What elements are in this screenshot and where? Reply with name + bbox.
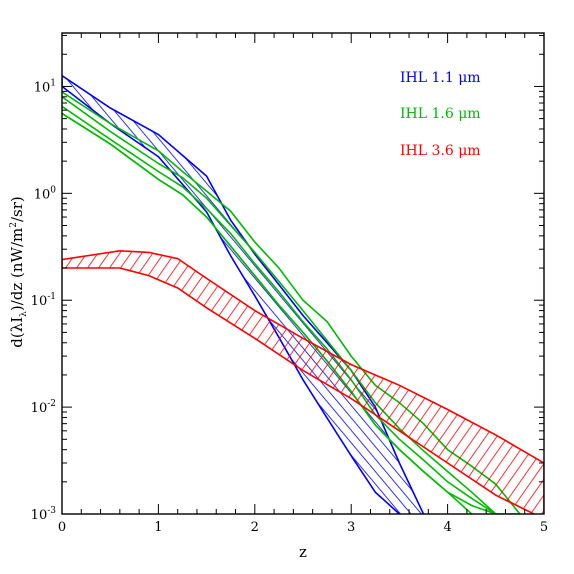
x-tick-label: 1 <box>154 520 162 535</box>
y-axis-title: d(λIλ)/dz (nW/m2/sr) <box>8 196 29 348</box>
legend-label-ihl-3-6: IHL 3.6 μm <box>400 143 481 159</box>
y-tick-label: 10-2 <box>31 399 56 416</box>
legend-label-ihl-1-6: IHL 1.6 μm <box>400 106 481 122</box>
plot-frame <box>61 32 545 515</box>
series-layer <box>62 74 544 514</box>
line-ihl-1-6-m-1 <box>62 96 497 514</box>
x-tick-label: 5 <box>540 520 548 535</box>
x-tick-label: 3 <box>347 520 355 535</box>
y-tick-label: 10-3 <box>31 506 57 523</box>
x-tick-label: 2 <box>251 520 259 535</box>
x-tick-label: 4 <box>443 520 451 535</box>
band-ihl-1-1-m <box>62 74 425 514</box>
x-axis-title: z <box>299 543 307 561</box>
y-tick-label: 101 <box>34 78 56 95</box>
line-ihl-1-6-m-2 <box>62 105 497 514</box>
y-tick-label: 10-1 <box>31 292 56 309</box>
legend-label-ihl-1-1: IHL 1.1 μm <box>400 70 481 86</box>
axes-layer: 0 1 2 3 4 5 101 100 10-1 10-2 10-3 <box>31 32 548 535</box>
band-ihl-3-6-m <box>62 249 544 514</box>
y-tick-label: 100 <box>34 185 57 202</box>
x-tick-label: 0 <box>58 520 66 535</box>
